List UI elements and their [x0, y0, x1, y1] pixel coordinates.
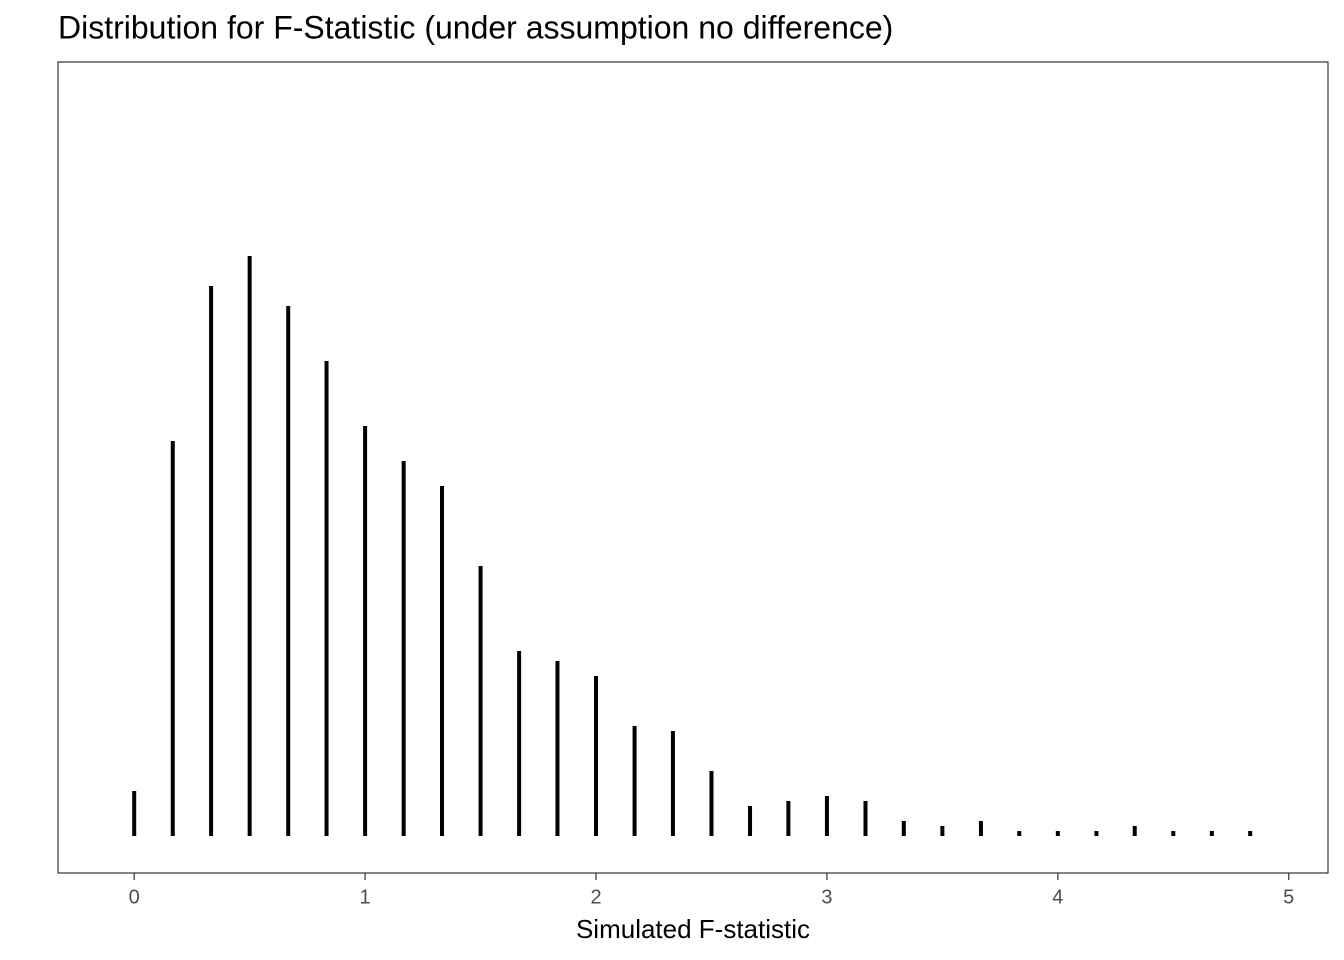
dot-stack — [824, 796, 829, 836]
dot-stack — [978, 821, 983, 836]
dot-stack — [440, 486, 445, 836]
x-axis-label: Simulated F-statistic — [576, 914, 810, 944]
dot-stack — [670, 731, 675, 836]
dot-stack — [555, 661, 560, 836]
x-tick-label: 2 — [590, 886, 601, 908]
x-tick-label: 3 — [821, 886, 832, 908]
dot-stack — [286, 306, 291, 836]
dot-stack — [748, 806, 753, 836]
dot-stack — [209, 286, 214, 836]
dot-stack — [709, 771, 714, 836]
dot-stack — [901, 821, 906, 836]
panel-border — [57, 61, 1329, 874]
dot-stack — [1017, 831, 1022, 836]
dot-stack — [1171, 831, 1176, 836]
x-tick-label: 0 — [129, 886, 140, 908]
dot-stack — [324, 361, 329, 836]
dot-stack — [401, 461, 406, 836]
dot-stack — [594, 676, 599, 836]
dot-stack — [1209, 831, 1214, 836]
dot-stack — [170, 441, 175, 836]
dot-stack — [1132, 826, 1137, 836]
x-tick-label: 1 — [360, 886, 371, 908]
dot-stack — [863, 801, 868, 836]
dot-stack — [363, 426, 368, 836]
dot-stack — [478, 566, 483, 836]
dot-stack — [940, 826, 945, 836]
chart-title: Distribution for F-Statistic (under assu… — [58, 9, 893, 45]
dot-stack — [247, 256, 252, 836]
x-tick-label: 4 — [1052, 886, 1063, 908]
dot-stack — [786, 801, 791, 836]
dot-stack — [132, 791, 137, 836]
dot-stack — [1094, 831, 1099, 836]
dot-stack — [517, 651, 522, 836]
dot-stack — [1055, 831, 1060, 836]
dot-stack — [1248, 831, 1253, 836]
dot-stack — [632, 726, 637, 836]
x-tick-label: 5 — [1283, 886, 1294, 908]
